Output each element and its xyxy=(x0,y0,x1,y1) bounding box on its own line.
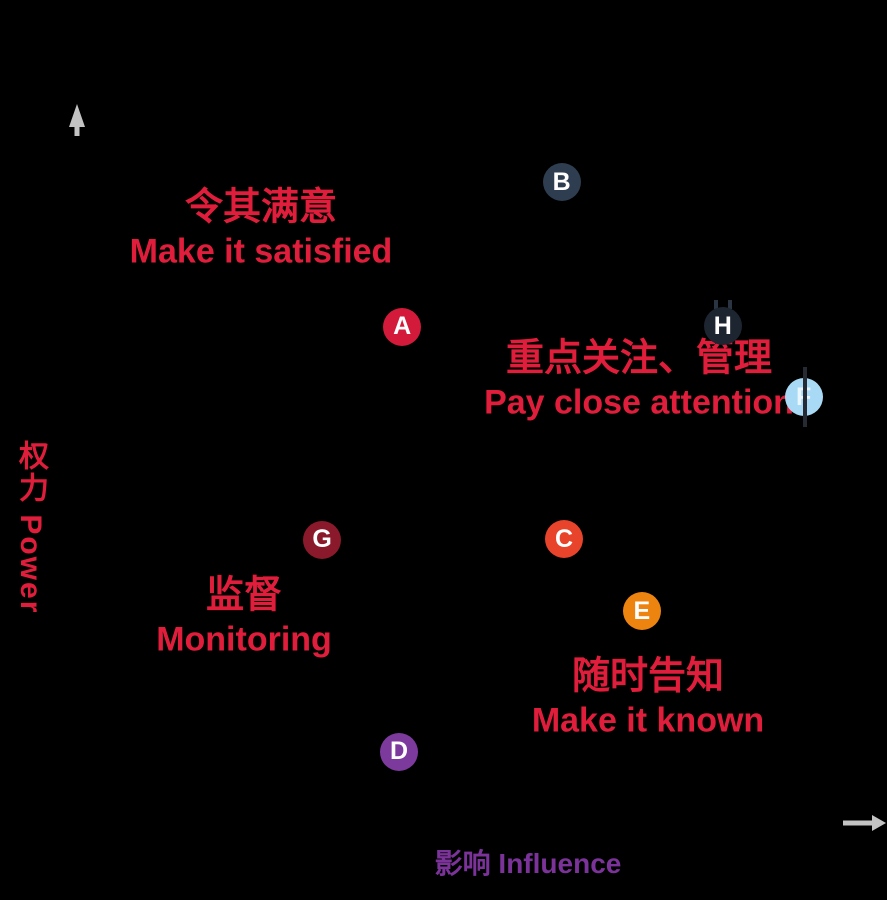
point-letter: G xyxy=(312,525,332,554)
quadrant-label-make-it-known: 随时告知 Make it known xyxy=(532,654,764,741)
quadrant-label-make-it-satisfied: 令其满意 Make it satisfied xyxy=(130,185,393,272)
data-point-C: C xyxy=(545,520,584,559)
x-axis-label: 影响 Influence xyxy=(434,848,622,879)
quadrant-label-zh: 随时告知 xyxy=(571,655,724,698)
data-point-H: H xyxy=(703,307,742,346)
point-F-vertical-line xyxy=(802,367,807,428)
quadrant-label-zh: 监督 xyxy=(205,574,282,617)
quadrant-label-en: Make it satisfied xyxy=(129,232,393,271)
point-letter: B xyxy=(552,167,571,196)
point-letter: D xyxy=(390,737,409,766)
quadrant-label-zh: 重点关注、管理 xyxy=(505,337,772,380)
point-letter: E xyxy=(633,596,651,625)
point-letter: C xyxy=(554,524,574,553)
y-axis-arrowhead xyxy=(69,104,85,127)
quadrant-label-en: Pay close attention xyxy=(484,383,794,422)
data-point-A: A xyxy=(383,307,422,346)
point-letter: H xyxy=(713,311,732,340)
quadrant-label-monitoring: 监督 Monitoring xyxy=(156,573,332,660)
quadrant-label-en: Make it known xyxy=(531,701,765,740)
data-point-E: E xyxy=(622,592,661,631)
y-axis-label: 权力 Power xyxy=(14,440,47,615)
point-H-tick-1 xyxy=(713,300,718,310)
point-letter: A xyxy=(393,312,412,341)
quadrant-label-en: Monitoring xyxy=(156,620,332,659)
quadrant-label-pay-close-attention: 重点关注、管理 Pay close attention xyxy=(484,336,794,423)
data-point-G: G xyxy=(303,520,342,559)
x-axis-arrowhead xyxy=(872,815,886,831)
data-point-D: D xyxy=(380,732,419,771)
point-H-tick-2 xyxy=(727,300,732,310)
data-point-B: B xyxy=(542,163,581,201)
quadrant-label-zh: 令其满意 xyxy=(184,186,337,229)
